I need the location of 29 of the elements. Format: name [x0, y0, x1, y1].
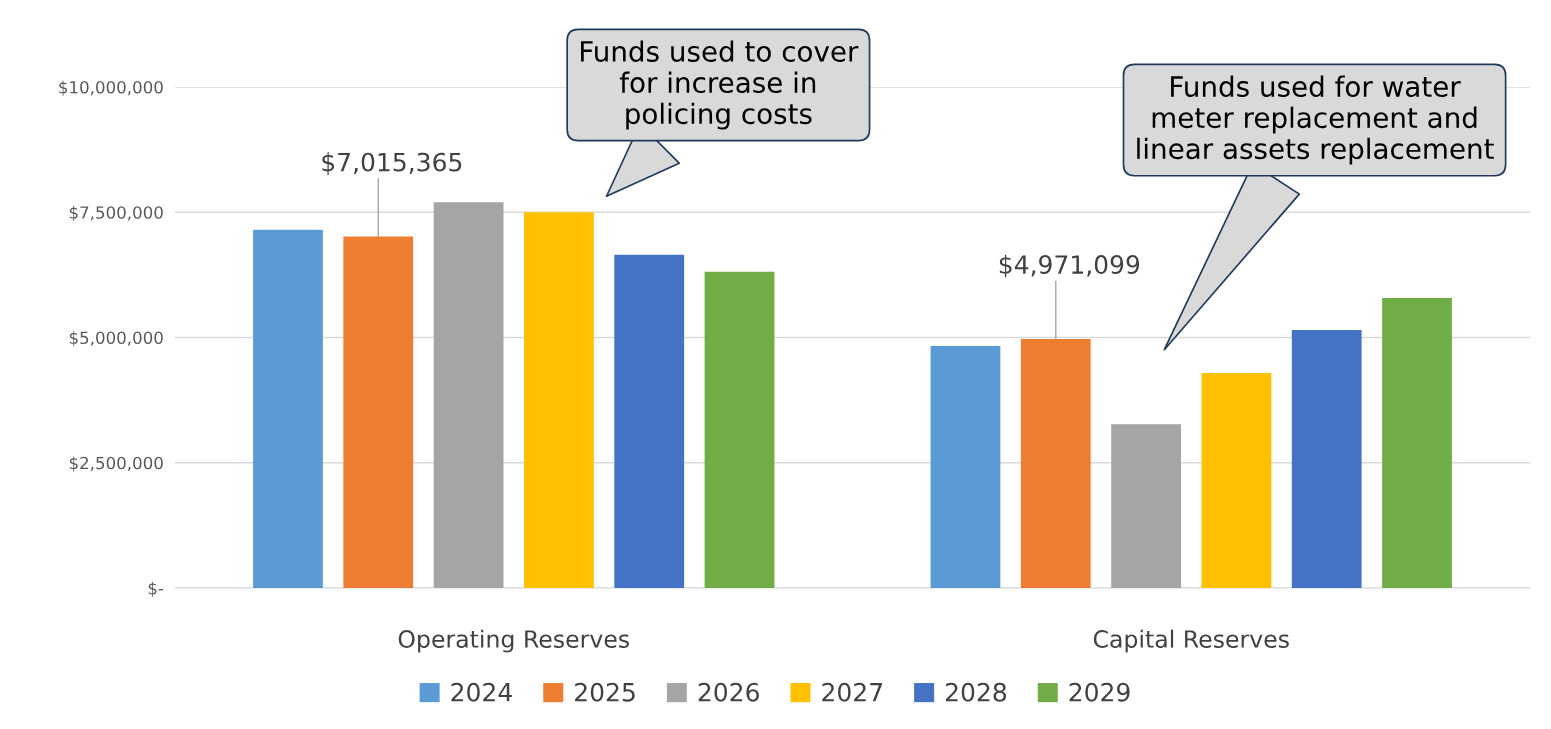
bar: [704, 271, 775, 588]
data-label: $4,971,099: [999, 254, 1140, 278]
bar: [930, 346, 1001, 588]
bar: [1382, 297, 1452, 588]
legend-label: 2027: [822, 682, 882, 702]
bar: [614, 254, 685, 588]
bar: [343, 236, 414, 588]
legend-label: 2026: [698, 682, 759, 702]
bar: [1111, 424, 1181, 588]
y-tick-label: $10,000,000: [59, 80, 163, 96]
bar: [253, 229, 323, 588]
y-tick-label: $-: [148, 581, 164, 597]
annotation: Funds used to cover for increase in policing costs: [581, 40, 859, 130]
x-tick-label: Capital Reserves: [1093, 629, 1289, 653]
bar: [524, 212, 594, 588]
bar: [1020, 338, 1091, 588]
bar: [433, 202, 504, 588]
y-tick-label: $2,500,000: [69, 456, 163, 472]
bar: [1201, 373, 1272, 588]
legend-label: 2028: [945, 682, 1007, 702]
legend-label: 2024: [451, 682, 512, 702]
data-label: $7,015,365: [322, 152, 462, 175]
y-tick-label: $7,500,000: [69, 205, 163, 222]
bar: [1291, 329, 1362, 588]
legend-label: 2025: [575, 682, 635, 702]
annotation: Funds used for water meter replacement and linear assets replacement: [1137, 75, 1494, 165]
legend-label: 2029: [1069, 682, 1130, 702]
y-tick-label: $5,000,000: [69, 331, 163, 347]
x-tick-label: Operating Reserves: [398, 629, 629, 653]
